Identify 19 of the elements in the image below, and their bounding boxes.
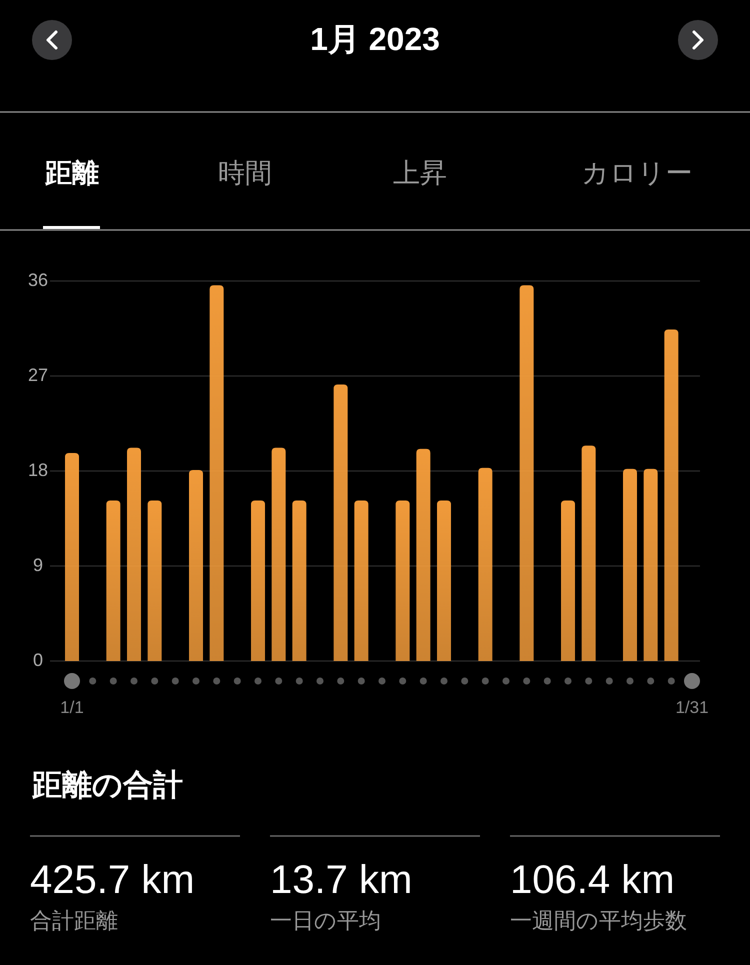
x-tick-label: 1/31 — [675, 698, 709, 717]
text: 距離の合計 — [31, 768, 183, 803]
text: 合計距離 — [30, 909, 118, 934]
y-tick-label: 36 — [28, 270, 48, 290]
x-tick-label: 1/1 — [60, 698, 84, 717]
y-tick-label: 0 — [32, 650, 44, 670]
text: 上昇 — [393, 158, 447, 189]
text: 距離 — [44, 158, 99, 189]
text: 106.4 km — [510, 858, 675, 902]
text: 一週間の平均歩数 — [510, 909, 687, 934]
y-tick-label: 9 — [32, 554, 44, 575]
y-tick-label: 27 — [28, 364, 48, 385]
text: カロリー — [582, 158, 692, 189]
text: 時間 — [218, 158, 272, 189]
text: 一日の平均 — [270, 909, 381, 934]
text: 425.7 km — [30, 858, 195, 902]
text: 13.7 km — [270, 858, 412, 902]
y-tick-label: 18 — [28, 460, 48, 480]
chart-title: 1月 2023 — [310, 21, 440, 57]
